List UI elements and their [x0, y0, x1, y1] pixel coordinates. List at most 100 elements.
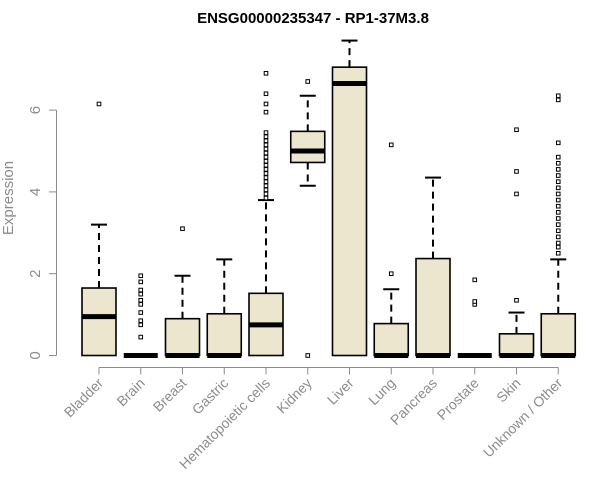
- y-tick-label: 6: [27, 106, 44, 114]
- outlier-point: [263, 179, 269, 184]
- outlier-point: [138, 287, 144, 293]
- x-tick-label: Breast: [150, 375, 190, 415]
- outlier-point: [555, 234, 561, 240]
- outlier-point: [555, 210, 561, 215]
- outlier-point: [263, 167, 269, 172]
- outlier-point: [138, 279, 144, 285]
- outlier-point: [263, 171, 269, 176]
- x-tick-label: Lung: [365, 375, 398, 408]
- outlier-point: [514, 297, 519, 303]
- outlier-point: [555, 140, 561, 146]
- box: [498, 333, 535, 357]
- y-axis-label: Expression: [0, 161, 17, 235]
- outlier-point: [96, 101, 102, 107]
- box-group: [164, 226, 201, 358]
- box: [289, 130, 326, 164]
- outlier-point: [263, 191, 269, 197]
- box-group: [373, 142, 410, 358]
- outlier-point: [555, 250, 561, 256]
- outlier-point: [263, 70, 269, 76]
- outlier-point: [555, 244, 561, 250]
- outlier-point: [305, 353, 311, 358]
- box: [540, 312, 577, 357]
- outlier-point: [263, 175, 269, 180]
- plot-area: [81, 39, 577, 358]
- box-group: [457, 277, 492, 358]
- chart-title: ENSG00000235347 - RP1-37M3.8: [197, 10, 429, 27]
- outlier-point: [263, 195, 269, 201]
- box-group: [123, 273, 158, 358]
- outlier-point: [388, 142, 394, 148]
- x-tick-label: Kidney: [273, 375, 315, 417]
- outlier-point: [263, 101, 269, 107]
- outlier-point: [138, 291, 144, 297]
- box: [373, 322, 410, 357]
- outlier-point: [472, 299, 478, 304]
- outlier-point: [180, 226, 185, 232]
- x-tick-label: Skin: [493, 375, 524, 406]
- outlier-point: [263, 163, 269, 168]
- outlier-point: [263, 158, 269, 164]
- outlier-point: [138, 310, 144, 315]
- box: [331, 66, 368, 357]
- outlier-point: [555, 197, 561, 203]
- x-tick-label: Liver: [324, 375, 357, 408]
- outlier-point: [555, 173, 561, 178]
- outlier-point: [555, 93, 561, 99]
- x-tick-label: Unknown / Other: [480, 375, 566, 461]
- outlier-point: [263, 183, 269, 189]
- x-tick-label: Prostate: [434, 375, 482, 423]
- outlier-point: [555, 185, 561, 191]
- outlier-point: [263, 91, 269, 97]
- box-group: [331, 39, 368, 357]
- box: [164, 317, 201, 357]
- outlier-point: [555, 216, 561, 221]
- outlier-point: [263, 142, 269, 148]
- outlier-point: [514, 169, 519, 174]
- outlier-point: [263, 130, 269, 135]
- outlier-point: [388, 271, 394, 276]
- outlier-point: [555, 203, 561, 209]
- outlier-point: [138, 302, 144, 307]
- outlier-point: [263, 138, 269, 144]
- outlier-point: [514, 127, 519, 133]
- outlier-point: [555, 191, 561, 197]
- outlier-point: [263, 154, 269, 160]
- outlier-point: [555, 228, 561, 234]
- box-group: [248, 70, 284, 357]
- y-tick-label: 0: [27, 351, 44, 359]
- outlier-point: [138, 297, 144, 303]
- y-tick-label: 4: [27, 188, 44, 196]
- outlier-point: [555, 154, 561, 160]
- box: [81, 287, 117, 357]
- box-group: [289, 79, 326, 358]
- box: [206, 312, 243, 357]
- outlier-point: [555, 97, 561, 103]
- outlier-point: [555, 160, 561, 166]
- outlier-point: [305, 79, 311, 84]
- box-group: [415, 176, 451, 358]
- outlier-point: [555, 179, 561, 184]
- outlier-point: [472, 277, 478, 283]
- outlier-point: [263, 109, 269, 115]
- outlier-point: [263, 150, 269, 156]
- y-axis: 0 2 4 6: [27, 106, 57, 360]
- outlier-point: [138, 322, 144, 328]
- box-group: [498, 127, 535, 358]
- outlier-point: [263, 134, 269, 139]
- box: [415, 257, 451, 357]
- x-tick-label: Bladder: [61, 375, 107, 421]
- outlier-point: [555, 222, 561, 227]
- outlier-point: [263, 187, 269, 193]
- outlier-point: [514, 191, 519, 197]
- y-tick-label: 2: [27, 270, 44, 278]
- outlier-point: [263, 146, 269, 152]
- box-group: [206, 258, 243, 358]
- outlier-point: [555, 240, 561, 246]
- outlier-point: [138, 318, 144, 324]
- box-group: [540, 93, 577, 358]
- x-tick-label: Brain: [113, 375, 147, 409]
- outlier-point: [138, 273, 144, 279]
